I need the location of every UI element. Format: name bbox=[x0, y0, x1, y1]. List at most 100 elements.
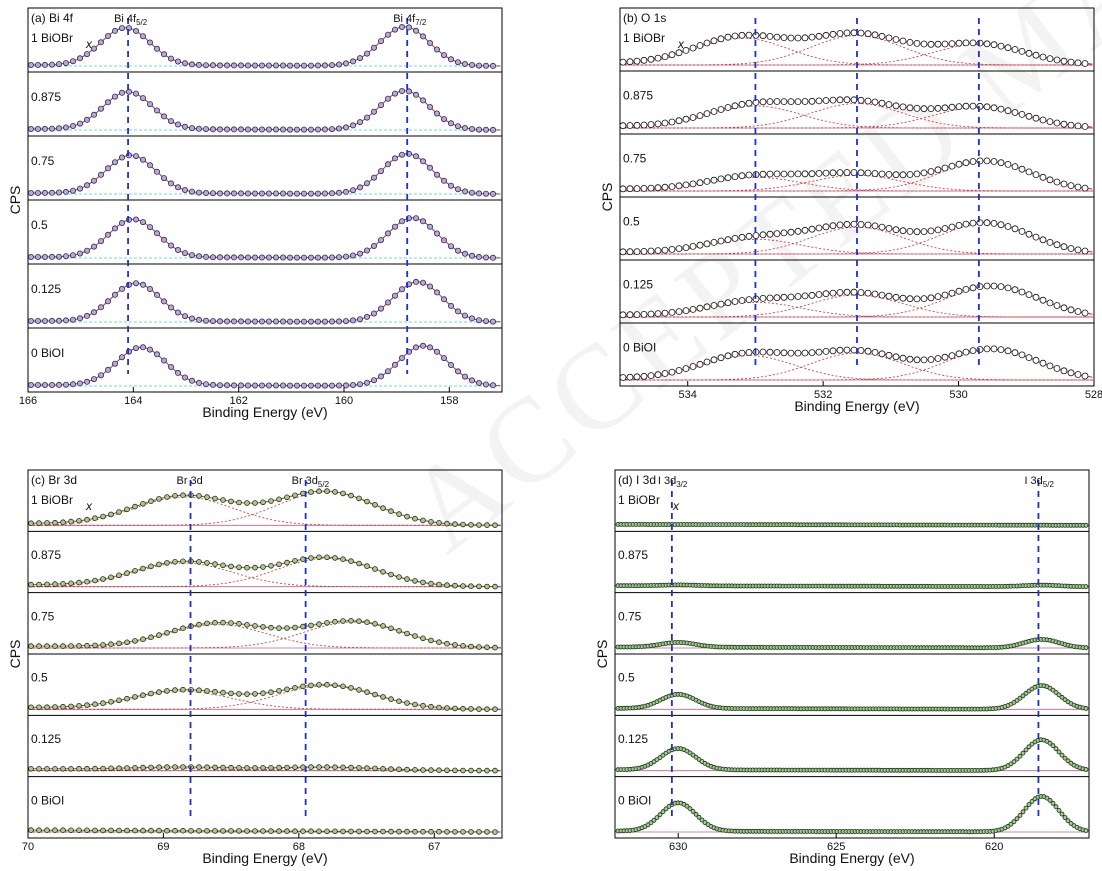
data-point bbox=[759, 170, 767, 178]
data-point bbox=[265, 126, 272, 133]
data-point bbox=[209, 62, 216, 69]
data-point bbox=[1023, 747, 1029, 753]
data-point bbox=[899, 103, 907, 111]
data-point bbox=[468, 706, 474, 712]
data-point bbox=[461, 61, 468, 68]
data-point bbox=[780, 293, 788, 301]
data-point bbox=[36, 704, 42, 711]
data-point bbox=[661, 309, 669, 317]
data-point bbox=[349, 122, 356, 129]
data-point bbox=[850, 220, 858, 228]
x-tick-label: 630 bbox=[669, 841, 687, 853]
data-point bbox=[284, 494, 290, 501]
data-point bbox=[475, 126, 482, 133]
data-point bbox=[35, 126, 42, 133]
data-point bbox=[738, 172, 746, 180]
data-point bbox=[77, 250, 84, 257]
data-point bbox=[447, 56, 454, 63]
data-point bbox=[300, 683, 306, 690]
data-point bbox=[146, 162, 153, 169]
data-point bbox=[105, 366, 112, 373]
data-point bbox=[251, 126, 258, 133]
data-point bbox=[906, 355, 914, 363]
data-point bbox=[216, 318, 223, 325]
data-point bbox=[703, 39, 711, 47]
data-point bbox=[1011, 46, 1019, 53]
data-point bbox=[1017, 695, 1023, 701]
data-point bbox=[314, 382, 321, 389]
data-point bbox=[328, 62, 335, 69]
data-point bbox=[220, 562, 226, 569]
data-point bbox=[878, 32, 886, 40]
data-point bbox=[160, 298, 167, 305]
x-tick-label: 534 bbox=[679, 389, 697, 401]
data-point bbox=[44, 581, 50, 588]
data-point bbox=[436, 581, 442, 588]
data-point bbox=[1059, 811, 1065, 817]
data-point bbox=[476, 522, 482, 528]
data-point bbox=[1018, 165, 1026, 173]
series-d-1: 0.875 bbox=[615, 548, 1089, 589]
data-point bbox=[1053, 241, 1061, 249]
data-point bbox=[321, 62, 328, 69]
data-point bbox=[316, 554, 322, 561]
data-point bbox=[1025, 291, 1033, 299]
data-point bbox=[682, 365, 690, 373]
data-point bbox=[489, 382, 496, 389]
data-point bbox=[340, 556, 346, 562]
data-point bbox=[1060, 243, 1068, 251]
data-point bbox=[370, 377, 377, 384]
y-axis-label: CPS bbox=[7, 186, 23, 215]
data-point bbox=[321, 318, 328, 325]
data-point bbox=[1011, 225, 1019, 233]
data-point bbox=[766, 348, 774, 356]
component-fit bbox=[621, 352, 1093, 381]
data-point bbox=[1047, 740, 1053, 746]
data-point bbox=[440, 177, 447, 184]
data-point bbox=[396, 828, 402, 835]
data-point bbox=[284, 625, 290, 631]
data-point bbox=[404, 513, 410, 520]
data-point bbox=[1032, 233, 1040, 241]
data-point bbox=[412, 578, 418, 584]
data-point bbox=[84, 51, 91, 58]
data-point bbox=[119, 89, 126, 96]
data-point bbox=[216, 126, 223, 133]
panel-title: (a) Bi 4f bbox=[31, 11, 74, 25]
data-point bbox=[452, 642, 458, 648]
data-point bbox=[307, 318, 314, 325]
data-point bbox=[724, 352, 732, 360]
data-point bbox=[174, 121, 181, 128]
peak-label: I 3d5/2 bbox=[1024, 475, 1054, 489]
data-point bbox=[927, 227, 935, 235]
data-point bbox=[941, 40, 949, 48]
data-point bbox=[70, 316, 77, 323]
data-point bbox=[454, 247, 461, 254]
data-point bbox=[98, 238, 105, 245]
data-point bbox=[1025, 354, 1033, 362]
data-point bbox=[363, 313, 370, 320]
data-point bbox=[962, 285, 970, 293]
data-point bbox=[892, 226, 900, 234]
panel-b: 1 BiOBr 0.875 0.75 0.5 0.125 0 BiOI (b) O 1s x 5… bbox=[599, 7, 1102, 414]
data-point bbox=[773, 349, 781, 356]
data-point bbox=[780, 34, 788, 41]
data-point bbox=[476, 644, 482, 650]
data-point bbox=[1026, 802, 1032, 807]
sample-label: 0.875 bbox=[623, 88, 653, 102]
data-point bbox=[454, 59, 461, 66]
data-point bbox=[372, 828, 378, 835]
data-point bbox=[63, 381, 70, 388]
data-point bbox=[731, 32, 739, 40]
data-point bbox=[167, 180, 174, 187]
data-point bbox=[228, 563, 234, 570]
data-point bbox=[433, 230, 440, 237]
data-point bbox=[286, 254, 293, 261]
data-point bbox=[228, 690, 234, 697]
data-point bbox=[212, 688, 218, 695]
data-point bbox=[140, 500, 146, 507]
data-point bbox=[745, 31, 753, 39]
data-point bbox=[899, 37, 907, 45]
data-point bbox=[204, 827, 210, 834]
data-point bbox=[1067, 182, 1075, 190]
